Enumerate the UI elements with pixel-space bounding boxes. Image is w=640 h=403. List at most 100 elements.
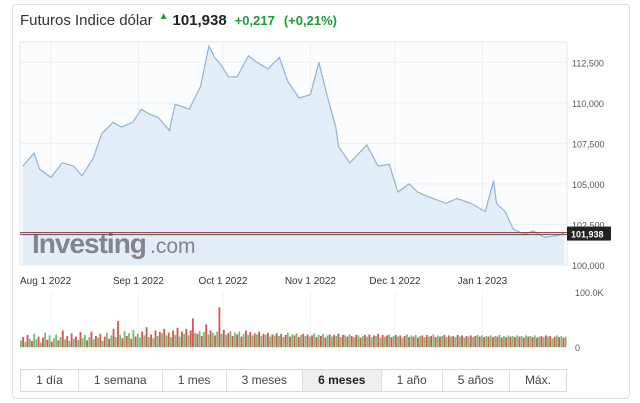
volume-bar: [428, 336, 430, 347]
tab-máx[interactable]: Máx.: [524, 373, 551, 387]
tab-5-a-os[interactable]: 5 años: [443, 370, 510, 391]
volume-bar: [231, 336, 234, 347]
volume-bar: [114, 337, 117, 347]
volume-bar: [331, 336, 333, 347]
volume-bar: [273, 335, 276, 347]
volume-bar: [240, 336, 243, 347]
volume-bar: [172, 330, 174, 347]
volume-bar: [417, 337, 419, 347]
volume-bar: [465, 336, 468, 347]
volume-bar: [492, 337, 494, 347]
volume-bar: [447, 335, 450, 347]
volume-bar: [165, 335, 168, 347]
volume-bar: [377, 333, 380, 347]
volume-bar: [169, 337, 172, 347]
volume-bar: [77, 339, 80, 348]
volume-bar: [282, 337, 285, 347]
volume-bar: [262, 333, 265, 347]
volume-bar: [99, 333, 102, 347]
volume-bar: [64, 339, 66, 347]
tab-6-meses[interactable]: 6 meses: [303, 370, 382, 391]
volume-bar: [79, 332, 82, 347]
volume-bar: [507, 335, 510, 347]
tab-1-a-o[interactable]: 1 año: [382, 370, 443, 391]
tab-1-día[interactable]: 1 día: [21, 370, 79, 391]
volume-bar: [436, 335, 439, 347]
tab-1-semana[interactable]: 1 semana: [79, 370, 163, 391]
volume-y-tick-label: 100.0K: [575, 288, 604, 298]
volume-bar: [225, 334, 227, 347]
volume-bar: [450, 336, 452, 347]
volume-bar: [86, 340, 88, 347]
volume-bar: [26, 334, 29, 347]
volume-bar: [242, 333, 245, 347]
price-area-fill: [22, 46, 565, 265]
volume-bar: [434, 337, 437, 347]
volume-bar: [59, 337, 62, 347]
volume-bar: [337, 333, 340, 347]
volume-bar: [564, 336, 567, 347]
volume-bar: [295, 333, 298, 348]
volume-bar: [386, 335, 388, 347]
volume-bar: [220, 333, 223, 347]
volume-bar: [419, 336, 422, 347]
volume-bar: [551, 338, 554, 347]
time-range-tabs: 1 día 1 semana 1 mes 3 meses 6 meses 1 año 5 a…: [20, 369, 567, 392]
volume-bar: [514, 337, 516, 347]
volume-bar: [106, 332, 108, 347]
volume-bar: [81, 338, 84, 347]
volume-bar: [544, 335, 547, 347]
volume-bar: [355, 334, 358, 347]
volume-bar: [326, 335, 329, 347]
volume-bar: [500, 337, 503, 347]
volume-bar: [222, 329, 225, 347]
quote-header: Futuros Indice dólar ▲ 101,938 +0,217 (+…: [20, 11, 337, 36]
volume-bar: [192, 318, 194, 347]
volume-bar: [37, 336, 40, 347]
volume-bar: [66, 336, 69, 347]
volume-bar: [357, 335, 360, 347]
volume-bar: [183, 333, 186, 347]
instrument-title: Futuros Indice dólar: [20, 12, 153, 29]
investing-logo-suffix: .com: [150, 235, 196, 258]
volume-bar: [487, 336, 490, 347]
volume-bar: [458, 336, 461, 347]
x-tick-label: Dec 1 2022: [369, 276, 421, 287]
volume-bar: [339, 337, 342, 347]
volume-bar: [538, 336, 541, 347]
volume-bar: [61, 330, 64, 347]
volume-bar: [20, 340, 22, 347]
volume-bar: [558, 337, 560, 347]
volume-bar: [247, 334, 249, 347]
volume-bar: [185, 328, 188, 348]
volume-bar: [425, 334, 428, 347]
volume-bar: [445, 337, 448, 347]
volume-bar: [397, 336, 399, 347]
tab-1-mes[interactable]: 1 mes: [163, 370, 227, 391]
volume-bar: [119, 334, 122, 347]
volume-bar: [461, 335, 463, 347]
volume-bar: [359, 337, 362, 347]
y-tick-label: 112,500: [572, 58, 604, 68]
volume-bar: [196, 333, 199, 347]
volume-bar: [141, 331, 144, 347]
volume-bar: [408, 337, 410, 347]
volume-bar: [269, 336, 272, 347]
volume-bar: [560, 336, 563, 347]
x-tick-label: Nov 1 2022: [285, 276, 337, 287]
volume-bar: [33, 333, 36, 347]
volume-bar: [31, 340, 33, 347]
volume-y-tick-label: 0: [575, 343, 580, 353]
volume-bar: [44, 332, 47, 347]
x-tick-label: Jan 1 2023: [458, 276, 508, 287]
volume-bar: [145, 327, 148, 347]
volume-bar: [251, 335, 254, 347]
volume-bar: [150, 334, 152, 348]
volume-bar: [42, 337, 44, 347]
tab-3-meses[interactable]: 3 meses: [227, 370, 304, 391]
volume-bar: [333, 334, 336, 347]
volume-bar: [392, 336, 395, 347]
volume-bar: [154, 330, 157, 347]
volume-bar: [483, 337, 485, 347]
